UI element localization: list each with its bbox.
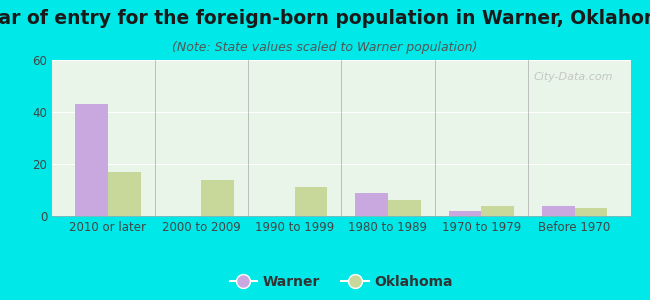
- Bar: [388, 200, 421, 216]
- Bar: [356, 193, 388, 216]
- Bar: [575, 208, 607, 216]
- Bar: [108, 172, 140, 216]
- Bar: [202, 180, 234, 216]
- Text: Year of entry for the foreign-born population in Warner, Oklahoma: Year of entry for the foreign-born popul…: [0, 9, 650, 28]
- Text: City-Data.com: City-Data.com: [534, 73, 613, 82]
- Bar: [448, 211, 481, 216]
- Bar: [75, 104, 108, 216]
- Bar: [481, 206, 514, 216]
- Bar: [542, 206, 575, 216]
- Legend: Warner, Oklahoma: Warner, Oklahoma: [224, 270, 458, 295]
- Text: (Note: State values scaled to Warner population): (Note: State values scaled to Warner pop…: [172, 40, 478, 53]
- Bar: [294, 188, 327, 216]
